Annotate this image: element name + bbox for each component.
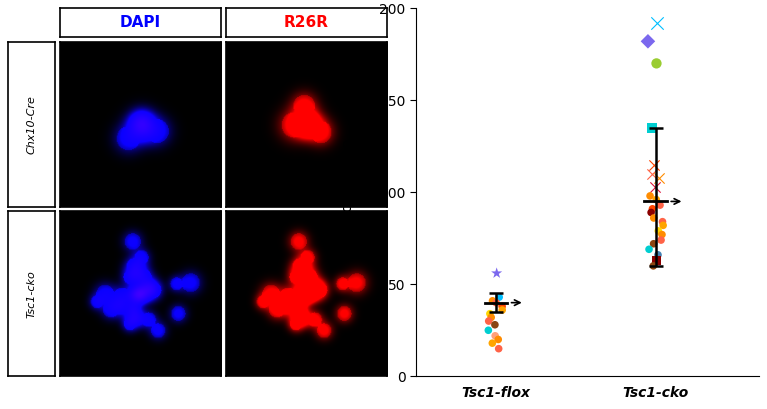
Point [489, 333, 502, 339]
Point [648, 161, 660, 168]
Point [656, 231, 668, 238]
Point [496, 303, 509, 310]
Point [654, 202, 667, 208]
Point [647, 205, 659, 212]
Point [643, 246, 655, 253]
Point [486, 298, 499, 304]
Point [648, 183, 660, 190]
Point [647, 240, 660, 247]
Text: DAPI: DAPI [120, 15, 161, 30]
Point [646, 124, 658, 131]
Point [496, 307, 509, 313]
Point [486, 340, 499, 346]
Point [489, 321, 501, 328]
Point [482, 318, 495, 324]
Point [647, 263, 660, 269]
Point [490, 299, 502, 306]
Point [485, 314, 497, 321]
Point [647, 215, 660, 221]
Point [655, 237, 667, 243]
Point [642, 38, 654, 45]
Y-axis label: # of cells/clone: # of cells/clone [341, 139, 354, 246]
Point [645, 209, 657, 216]
Point [646, 171, 658, 177]
Point [657, 222, 670, 229]
Point [492, 345, 505, 352]
Point [650, 257, 663, 264]
Point [652, 252, 664, 258]
Text: Chx10-Cre: Chx10-Cre [26, 94, 37, 153]
Text: R26R: R26R [284, 15, 329, 30]
Point [651, 20, 663, 26]
Point [482, 327, 495, 334]
Point [650, 60, 663, 67]
Point [653, 174, 665, 181]
Point [652, 227, 664, 234]
Point [491, 270, 503, 276]
Point [492, 336, 505, 343]
Text: Tsc1-cko: Tsc1-cko [26, 270, 37, 318]
Point [657, 218, 669, 225]
Point [650, 196, 663, 203]
Point [644, 193, 657, 199]
Point [493, 294, 505, 300]
Point [484, 310, 496, 317]
